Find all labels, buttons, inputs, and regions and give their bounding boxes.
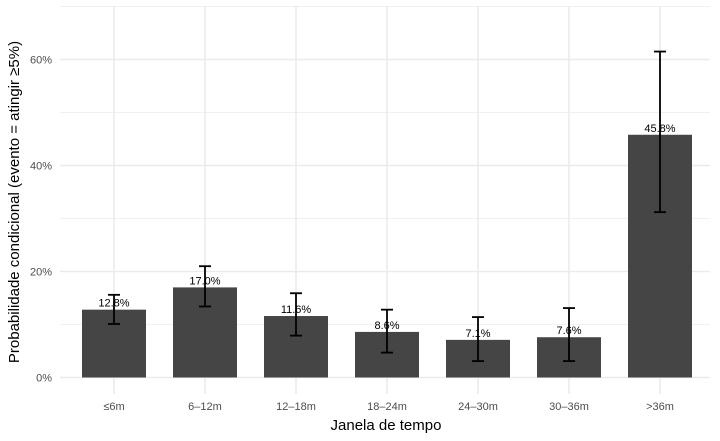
error-bar — [381, 308, 393, 354]
error-bars — [108, 50, 666, 362]
x-axis-ticks: ≤6m 6–12m 12–18m 18–24m 24–30m 30–36m >36m — [103, 401, 674, 413]
data-label: 11.6% — [281, 304, 312, 316]
data-label: 45.8% — [644, 123, 675, 135]
error-bar — [563, 307, 575, 362]
error-bar — [199, 265, 211, 308]
x-tick-label: 30–36m — [549, 401, 589, 413]
data-label: 7.6% — [556, 325, 581, 337]
error-bar — [290, 292, 302, 337]
data-label: 17.0% — [189, 275, 220, 287]
y-tick-label: 20% — [30, 267, 52, 279]
y-tick-label: 40% — [30, 161, 52, 173]
x-tick-label: 12–18m — [276, 401, 316, 413]
y-axis-ticks: 0% 20% 40% 60% — [30, 55, 52, 385]
y-tick-label: 60% — [30, 55, 52, 67]
x-tick-label: 6–12m — [188, 401, 222, 413]
x-tick-label: 24–30m — [458, 401, 498, 413]
x-tick-label: >36m — [646, 401, 674, 413]
error-bar — [472, 316, 484, 362]
error-bar — [654, 50, 666, 214]
x-axis-title: Janela de tempo — [331, 417, 442, 434]
data-label: 12.8% — [98, 298, 129, 310]
data-label: 7.1% — [465, 328, 490, 340]
data-labels: 12.8% 17.0% 11.6% 8.6% 7.1% 7.6% 45.8% — [98, 123, 675, 340]
x-tick-label: 18–24m — [367, 401, 407, 413]
bars — [82, 134, 692, 378]
y-tick-label: 0% — [36, 373, 52, 385]
y-axis-title: Probabilidade condicional (evento = atin… — [6, 41, 23, 363]
x-tick-label: ≤6m — [103, 401, 124, 413]
error-bar — [108, 293, 120, 325]
data-label: 8.6% — [374, 320, 399, 332]
